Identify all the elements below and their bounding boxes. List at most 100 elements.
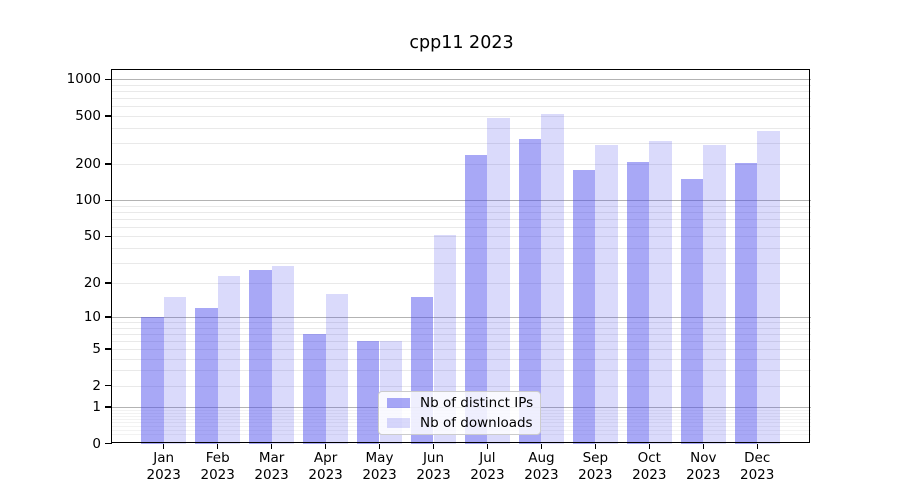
gridline-80 (112, 211, 811, 213)
chart-title: cpp11 2023 (409, 33, 514, 53)
bar-ips-aug (519, 139, 542, 444)
legend-row-ips: Nb of distinct IPs (379, 395, 540, 411)
bar-downloads-feb (217, 276, 241, 444)
y-tick-label-1: 1 (92, 399, 101, 415)
x-tick-label-feb: Feb 2023 (200, 450, 235, 483)
gridline-700 (112, 98, 811, 100)
y-tick-20 (104, 282, 112, 284)
x-tick-dec (756, 444, 758, 449)
x-tick-sep (594, 444, 596, 449)
y-tick-label-10: 10 (83, 309, 101, 326)
gridline-50 (112, 236, 811, 238)
y-tick-label-0: 0 (92, 435, 101, 452)
gridline-3 (112, 370, 811, 372)
gridline-400 (112, 127, 811, 129)
x-tick-label-dec: Dec 2023 (740, 450, 775, 483)
x-tick-label-aug: Aug 2023 (524, 450, 559, 483)
gridline-8 (112, 327, 811, 329)
bar-downloads-apr (325, 294, 348, 444)
y-tick-label-500: 500 (75, 107, 101, 124)
gridline-70 (112, 218, 811, 220)
bar-ips-mar (249, 269, 272, 444)
bar-downloads-jul (487, 118, 510, 444)
x-tick-label-jun: Jun 2023 (416, 450, 451, 483)
y-tick-label-200: 200 (75, 156, 101, 172)
x-tick-label-jul: Jul 2023 (470, 450, 505, 483)
y-tick-100 (104, 199, 112, 201)
gridline-800 (112, 91, 811, 93)
x-tick-label-oct: Oct 2023 (632, 450, 667, 483)
bar-ips-jul (465, 154, 488, 444)
x-tick-jan (163, 444, 165, 449)
gridline-6 (112, 341, 811, 342)
y-tick-label-20: 20 (83, 275, 101, 292)
gridline-4 (112, 358, 811, 360)
gridline-300 (112, 142, 811, 144)
y-tick-200 (104, 163, 112, 165)
bar-ips-dec (734, 162, 758, 444)
y-tick-label-50: 50 (83, 228, 101, 245)
y-tick-label-1000: 1000 (66, 71, 101, 88)
bar-ips-feb (195, 308, 218, 444)
gridline-600 (112, 106, 811, 108)
bar-ips-jan (141, 317, 164, 444)
gridline-9 (112, 322, 811, 324)
gridline-5 (112, 349, 811, 351)
x-tick-apr (324, 444, 327, 449)
y-tick-5 (104, 348, 112, 350)
gridline-30 (112, 262, 811, 264)
bar-downloads-jan (163, 297, 187, 444)
x-tick-oct (648, 444, 650, 449)
legend-label-ips: Nb of distinct IPs (420, 395, 534, 412)
y-tick-50 (104, 235, 112, 237)
bar-downloads-aug (541, 113, 564, 444)
plot-area (112, 70, 811, 444)
y-tick-label-5: 5 (92, 341, 101, 358)
gridline-10 (112, 317, 811, 319)
bar-ips-oct (626, 161, 650, 444)
legend-label-downloads: Nb of downloads (420, 414, 533, 431)
legend-swatch-ips (387, 398, 410, 409)
bar-ips-sep (572, 169, 596, 444)
legend-row-downloads: Nb of downloads (379, 415, 540, 431)
y-tick-1000 (104, 78, 112, 81)
y-tick-500 (104, 115, 112, 117)
gridline-7 (112, 333, 811, 335)
y-tick-10 (104, 316, 112, 318)
bar-ips-apr (303, 333, 326, 444)
bar-downloads-oct (649, 141, 672, 444)
y-tick-2 (104, 384, 112, 387)
x-tick-may (378, 444, 381, 449)
x-tick-label-jan: Jan 2023 (146, 450, 181, 483)
x-tick-aug (540, 444, 543, 449)
legend-swatch-downloads (387, 417, 410, 428)
y-tick-label-2: 2 (92, 377, 101, 394)
x-tick-jun (432, 444, 435, 449)
gridline-40 (112, 247, 811, 249)
x-tick-label-mar: Mar 2023 (254, 450, 289, 483)
x-tick-label-may: May 2023 (362, 450, 397, 483)
x-tick-jul (486, 444, 489, 449)
bar-downloads-sep (595, 145, 618, 444)
gridline-20 (112, 283, 811, 285)
gridline-90 (112, 205, 811, 207)
gridline-60 (112, 226, 811, 228)
y-tick-0 (104, 442, 112, 445)
y-tick-label-100: 100 (75, 192, 101, 209)
bar-downloads-dec (757, 131, 780, 444)
bar-ips-may (357, 341, 380, 444)
x-tick-label-nov: Nov 2023 (686, 450, 721, 483)
gridline-500 (112, 115, 811, 117)
x-tick-feb (217, 444, 219, 449)
gridline-100 (112, 200, 811, 202)
x-tick-nov (702, 444, 704, 449)
bar-downloads-mar (271, 266, 294, 444)
gridline-200 (112, 164, 811, 165)
x-tick-label-apr: Apr 2023 (308, 450, 343, 483)
gridline-1000 (112, 79, 811, 81)
gridline-900 (112, 85, 811, 86)
legend: Nb of distinct IPs Nb of downloads (378, 391, 541, 435)
y-tick-1 (104, 406, 112, 408)
x-tick-label-sep: Sep 2023 (578, 450, 613, 483)
